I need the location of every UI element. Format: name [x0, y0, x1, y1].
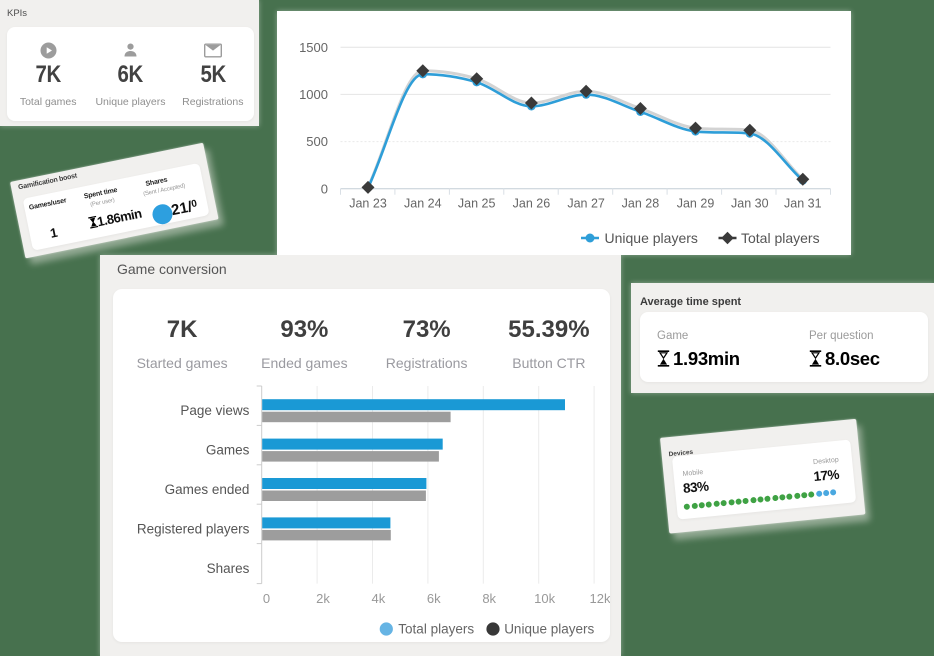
- svg-text:Jan 31: Jan 31: [784, 197, 822, 211]
- svg-text:2k: 2k: [316, 591, 330, 606]
- svg-text:Jan 30: Jan 30: [731, 197, 769, 211]
- svg-text:Shares: Shares: [207, 561, 250, 576]
- svg-text:Total players: Total players: [398, 622, 474, 637]
- svg-text:Jan 28: Jan 28: [622, 197, 660, 211]
- svg-text:Registered players: Registered players: [137, 521, 250, 536]
- svg-text:1000: 1000: [299, 87, 328, 102]
- svg-text:Total players: Total players: [741, 230, 820, 246]
- svg-text:Jan 24: Jan 24: [404, 197, 442, 211]
- svg-text:Page views: Page views: [180, 403, 249, 418]
- svg-text:Games: Games: [206, 443, 250, 458]
- svg-text:4k: 4k: [372, 591, 386, 606]
- svg-text:0: 0: [263, 591, 270, 606]
- svg-text:Unique players: Unique players: [504, 622, 594, 637]
- svg-text:10k: 10k: [534, 591, 555, 606]
- svg-text:0: 0: [321, 181, 328, 196]
- svg-text:Jan 25: Jan 25: [458, 197, 496, 211]
- svg-text:6k: 6k: [427, 591, 441, 606]
- svg-text:1500: 1500: [299, 40, 328, 55]
- svg-text:Games ended: Games ended: [165, 482, 250, 497]
- svg-text:Jan 23: Jan 23: [349, 197, 387, 211]
- svg-text:Jan 27: Jan 27: [567, 197, 605, 211]
- svg-text:Jan 29: Jan 29: [677, 197, 715, 211]
- svg-text:Unique players: Unique players: [605, 230, 698, 246]
- svg-text:12k: 12k: [590, 591, 610, 606]
- svg-text:8k: 8k: [482, 591, 496, 606]
- svg-text:500: 500: [306, 134, 328, 149]
- svg-text:Jan 26: Jan 26: [513, 197, 551, 211]
